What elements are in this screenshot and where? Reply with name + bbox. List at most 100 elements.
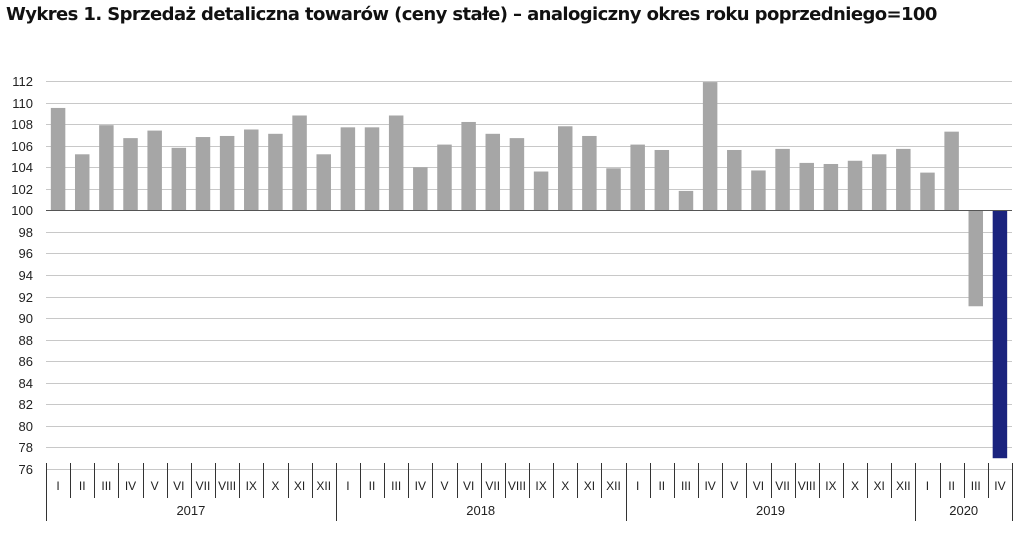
- bar: [727, 149, 742, 211]
- y-tick-label: 80: [19, 419, 33, 434]
- x-tick-label: XI: [294, 479, 305, 493]
- x-tick-label: X: [561, 479, 569, 493]
- x-tick-label: II: [658, 479, 665, 493]
- x-tick-label: IV: [415, 479, 426, 493]
- bar: [606, 168, 621, 211]
- y-tick-label: 78: [19, 440, 33, 455]
- x-tick-label: XII: [316, 479, 331, 493]
- bar: [582, 135, 597, 211]
- bar: [244, 129, 259, 211]
- x-tick-label: X: [851, 479, 859, 493]
- x-tick-label: XI: [873, 479, 884, 493]
- x-tick-label: XI: [584, 479, 595, 493]
- year-label: 2017: [176, 503, 205, 518]
- x-tick-label: IV: [704, 479, 715, 493]
- bar: [751, 170, 766, 211]
- chart-title: Wykres 1. Sprzedaż detaliczna towarów (c…: [6, 4, 937, 25]
- bar: [461, 121, 476, 211]
- bar: [799, 162, 814, 211]
- y-tick-label: 90: [19, 311, 33, 326]
- bar: [340, 127, 356, 211]
- x-tick-label: VI: [463, 479, 474, 493]
- bar: [99, 125, 114, 211]
- bars: [46, 82, 1012, 459]
- y-tick-label: 94: [19, 268, 33, 283]
- y-tick-label: 82: [19, 397, 33, 412]
- bar: [678, 190, 694, 211]
- bar: [485, 133, 501, 211]
- x-tick-label: VI: [753, 479, 764, 493]
- bar: [702, 82, 718, 211]
- x-tick-label: II: [79, 479, 86, 493]
- x-tick-label: XII: [896, 479, 911, 493]
- bar: [147, 130, 162, 211]
- year-label: 2020: [949, 503, 978, 518]
- x-tick-label: III: [971, 479, 981, 493]
- y-tick-label: 92: [19, 290, 33, 305]
- y-tick-label: 100: [11, 203, 33, 218]
- x-tick-label: VII: [775, 479, 790, 493]
- y-tick-label: 88: [19, 333, 33, 348]
- bar: [992, 210, 1008, 459]
- y-tick-label: 76: [19, 462, 33, 477]
- bar: [944, 131, 959, 211]
- y-tick-label: 108: [11, 117, 33, 132]
- bar: [74, 154, 90, 211]
- bar: [413, 167, 428, 211]
- bar: [292, 115, 307, 211]
- y-tick-label: 106: [11, 139, 33, 154]
- y-tick-label: 104: [11, 160, 33, 175]
- x-tick-label: III: [101, 479, 111, 493]
- x-tick-label: I: [926, 479, 929, 493]
- bar: [123, 138, 138, 211]
- x-tick-label: IV: [125, 479, 136, 493]
- y-tick-label: 86: [19, 354, 33, 369]
- year-label: 2019: [756, 503, 785, 518]
- bar: [171, 147, 187, 211]
- y-tick-label: 98: [19, 225, 33, 240]
- x-tick-label: IX: [246, 479, 257, 493]
- y-tick-label: 102: [11, 182, 33, 197]
- bar: [509, 138, 525, 211]
- bar: [268, 133, 283, 211]
- x-tick-label: VI: [173, 479, 184, 493]
- x-tick-label: IX: [825, 479, 836, 493]
- bar: [557, 126, 573, 211]
- x-tick-label: X: [271, 479, 279, 493]
- x-tick-label: VII: [485, 479, 500, 493]
- y-tick-label: 84: [19, 376, 33, 391]
- x-tick-label: VIII: [798, 479, 816, 493]
- x-tick-label: VIII: [508, 479, 526, 493]
- x-tick-label: IV: [994, 479, 1005, 493]
- bar: [316, 154, 331, 211]
- bar: [195, 137, 211, 211]
- x-tick-label: III: [681, 479, 691, 493]
- x-tick-label: VII: [196, 479, 211, 493]
- bar: [920, 172, 935, 211]
- x-tick-label: VIII: [218, 479, 236, 493]
- bar: [437, 144, 452, 211]
- bar: [896, 148, 911, 211]
- x-tick-label: II: [948, 479, 955, 493]
- bar: [388, 115, 404, 211]
- y-tick-label: 96: [19, 246, 33, 261]
- y-tick-label: 110: [12, 96, 33, 111]
- x-tick-label: V: [440, 479, 448, 493]
- y-axis-ticks: 76 78 80 82 84 86 88 90 92 94 96 98 100 102 104 106 108 1…: [11, 74, 33, 477]
- bar: [847, 160, 863, 211]
- bar: [364, 127, 380, 211]
- bar: [219, 135, 235, 211]
- bar: [968, 210, 984, 307]
- bar: [533, 171, 549, 211]
- x-tick-label: III: [391, 479, 401, 493]
- x-tick-label: II: [369, 479, 376, 493]
- year-label: 2018: [466, 503, 495, 518]
- bar: [630, 144, 645, 211]
- x-tick-label: I: [56, 479, 59, 493]
- bar: [823, 163, 839, 211]
- bar: [654, 149, 670, 211]
- x-tick-label: IX: [535, 479, 546, 493]
- bar: [50, 107, 66, 211]
- x-tick-label: I: [636, 479, 639, 493]
- x-tick-label: XII: [606, 479, 621, 493]
